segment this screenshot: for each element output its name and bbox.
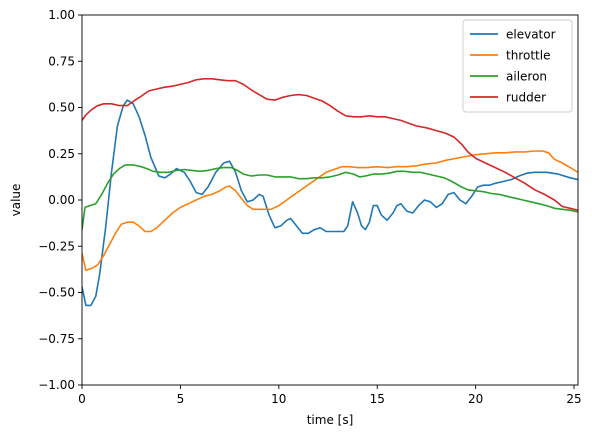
x-tick-label: 20 [468,392,483,406]
y-tick-label: 0.00 [48,193,75,207]
series-line-aileron [82,164,578,231]
legend: elevator throttle aileron rudder [462,19,573,113]
x-axis-label: time [s] [307,413,354,427]
x-tick-label: 15 [370,392,385,406]
y-tick-label: 0.50 [48,101,75,115]
legend-box [462,19,573,113]
series-line-rudder [82,78,578,211]
axes: 0 5 10 15 20 25 −1.00 −0.75 −0.50 −0.25 0.00 0.25 0.… [38,8,581,406]
y-tick-label: 1.00 [48,8,75,22]
y-tick-label: 0.25 [48,147,75,161]
x-tick-label: 5 [177,392,185,406]
y-tick-label: 0.75 [48,54,75,68]
y-tick-label: −0.75 [38,332,75,346]
series-line-elevator [82,99,578,307]
x-tick-label: 25 [566,392,581,406]
y-tick-label: −0.50 [38,286,75,300]
plot-area [82,78,578,307]
y-tick-label: −1.00 [38,378,75,392]
x-tick-label: 0 [78,392,86,406]
legend-label-rudder: rudder [506,91,546,105]
legend-label-elevator: elevator [506,28,556,42]
y-axis-label: value [9,184,23,217]
y-tick-label: −0.25 [38,239,75,253]
series-line-throttle [82,150,578,272]
x-tick-label: 10 [271,392,286,406]
legend-label-throttle: throttle [506,49,550,63]
legend-label-aileron: aileron [506,70,547,84]
